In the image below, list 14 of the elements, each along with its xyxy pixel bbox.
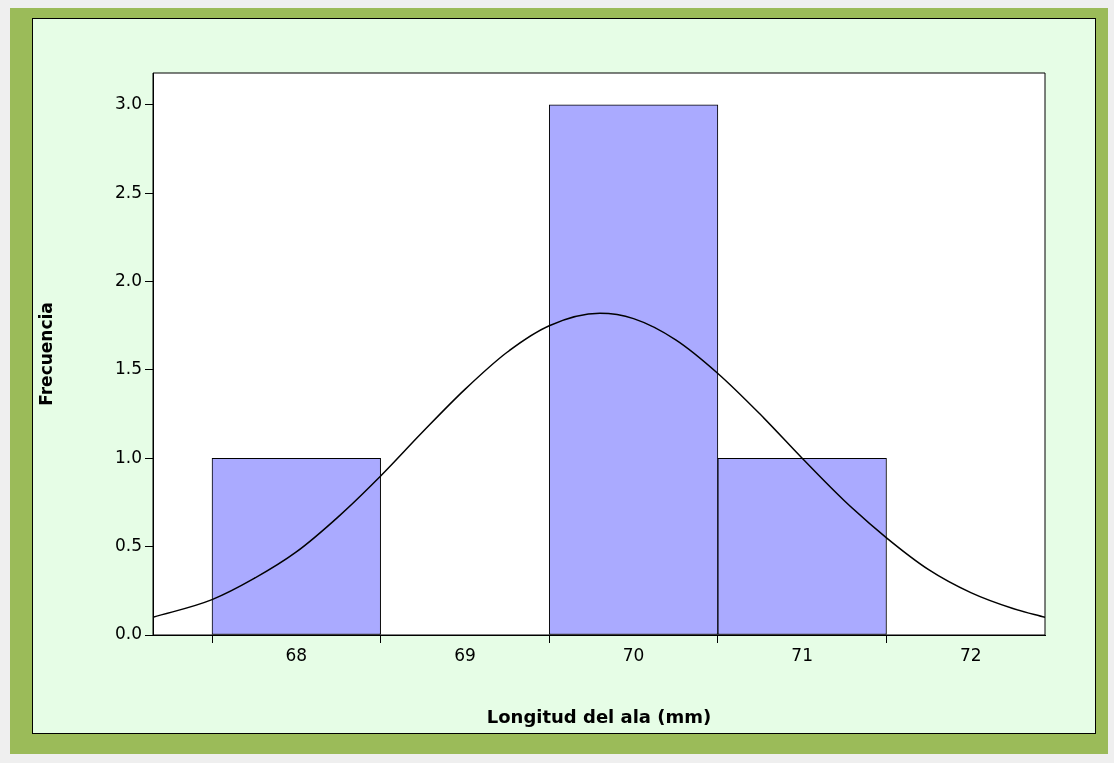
x-tick-label: 71 xyxy=(791,644,814,665)
y-tick-label: 1.0 xyxy=(114,446,142,467)
x-tick-label: 72 xyxy=(959,644,982,665)
x-tick-label: 68 xyxy=(285,644,308,665)
y-tick-label: 0.0 xyxy=(114,623,142,644)
y-tick-label: 3.0 xyxy=(114,93,142,114)
y-tick-label: 1.5 xyxy=(114,358,142,379)
y-tick-label: 2.0 xyxy=(114,269,142,290)
y-tick-label: 0.5 xyxy=(114,535,142,556)
y-tick-label: 2.5 xyxy=(114,181,142,202)
x-tick-label: 70 xyxy=(622,644,645,665)
x-axis-title: Longitud del ala (mm) xyxy=(486,705,712,727)
y-axis-title: Frecuencia xyxy=(35,302,56,406)
x-tick-label: 69 xyxy=(454,644,476,665)
